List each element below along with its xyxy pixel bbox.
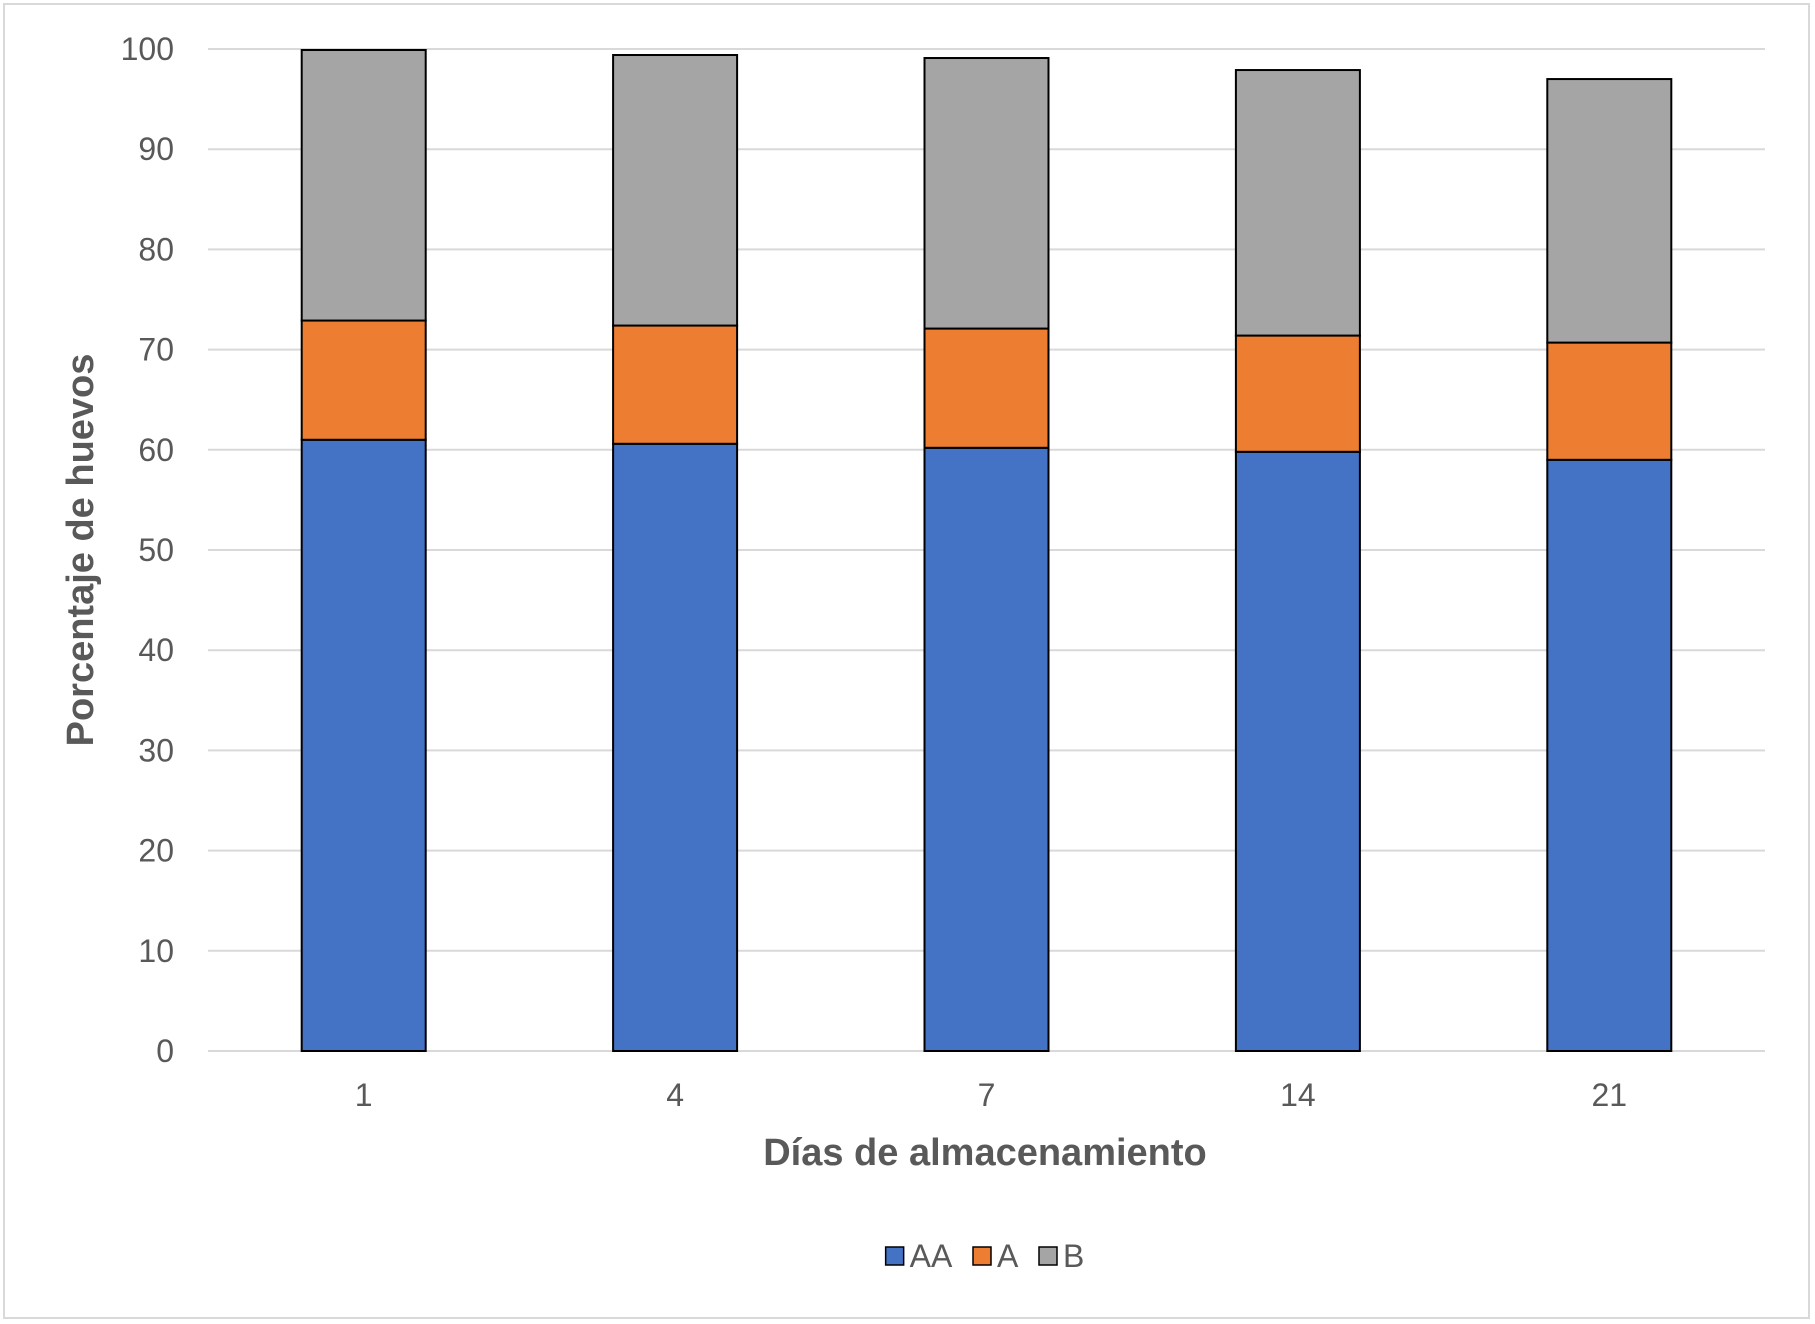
y-tick-label: 30 <box>138 732 174 768</box>
y-tick-label: 60 <box>138 432 174 468</box>
x-axis-title: Días de almacenamiento <box>763 1132 1207 1174</box>
y-tick-label: 90 <box>138 131 174 167</box>
y-tick-label: 70 <box>138 332 174 368</box>
x-tick-label: 21 <box>1592 1077 1628 1113</box>
legend: AA A B <box>884 1238 1084 1274</box>
x-axis-ticks: 1 4 7 14 21 <box>355 1077 1627 1113</box>
bar-b-7 <box>923 57 1050 330</box>
bar-a-4 <box>612 324 739 445</box>
bar-b-4 <box>612 54 739 327</box>
legend-swatch-a <box>972 1246 992 1266</box>
bar-aa-1 <box>300 438 427 1052</box>
bar-b-14 <box>1234 69 1361 337</box>
x-tick-label: 4 <box>666 1077 684 1113</box>
x-tick-label: 7 <box>978 1077 996 1113</box>
bar-aa-7 <box>923 446 1050 1052</box>
y-tick-label: 40 <box>138 632 174 668</box>
x-tick-label: 1 <box>355 1077 373 1113</box>
y-axis-title: Porcentaje de huevos <box>60 354 102 747</box>
bar-aa-21 <box>1546 458 1673 1052</box>
legend-label-aa: AA <box>910 1238 953 1274</box>
bar-a-14 <box>1234 334 1361 453</box>
legend-swatch-b <box>1038 1246 1058 1266</box>
bar-a-21 <box>1546 341 1673 461</box>
y-tick-label: 20 <box>138 833 174 869</box>
y-tick-label: 50 <box>138 532 174 568</box>
bar-aa-14 <box>1234 450 1361 1052</box>
bar-a-7 <box>923 327 1050 449</box>
y-tick-label: 10 <box>138 933 174 969</box>
bar-a-1 <box>300 319 427 441</box>
bar-aa-4 <box>612 442 739 1052</box>
x-tick-label: 14 <box>1280 1077 1316 1113</box>
legend-label-a: A <box>997 1238 1019 1274</box>
y-tick-label: 80 <box>138 231 174 267</box>
bars <box>300 49 1673 1052</box>
y-tick-label: 0 <box>156 1033 174 1069</box>
y-tick-label: 100 <box>121 31 174 67</box>
bar-b-1 <box>300 49 427 322</box>
y-axis-ticks: 0 10 20 30 40 50 60 70 80 90 100 <box>121 31 174 1069</box>
bar-b-21 <box>1546 78 1673 344</box>
legend-label-b: B <box>1063 1238 1084 1274</box>
legend-swatch-aa <box>884 1246 905 1266</box>
